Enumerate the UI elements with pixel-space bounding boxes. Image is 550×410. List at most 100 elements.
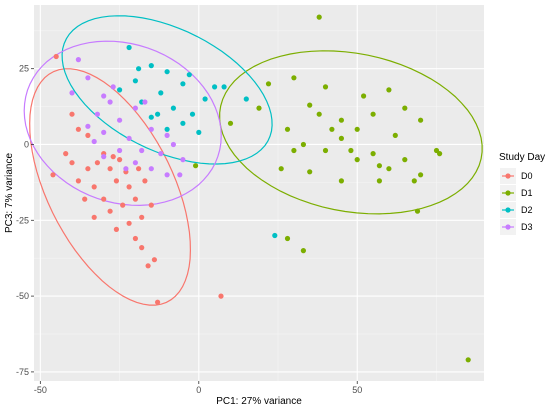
point-d0 — [117, 157, 123, 163]
point-d1 — [278, 166, 284, 172]
point-d0 — [82, 196, 88, 202]
point-d2 — [155, 111, 161, 117]
point-d0 — [107, 208, 113, 214]
point-d3 — [177, 172, 183, 178]
point-d1 — [376, 178, 382, 184]
x-tick-label: -50 — [34, 385, 47, 395]
legend: Study Day D0 D1 D2 D3 — [499, 152, 545, 235]
point-d0 — [155, 299, 161, 305]
point-d3 — [107, 99, 113, 105]
point-d0 — [151, 257, 157, 263]
point-d1 — [402, 105, 408, 111]
point-d3 — [75, 57, 81, 63]
point-d2 — [189, 111, 196, 117]
point-d0 — [126, 220, 132, 226]
point-d1 — [316, 111, 322, 117]
point-d3 — [148, 126, 154, 132]
legend-key-point — [505, 173, 511, 179]
point-d0 — [85, 166, 91, 172]
legend-key-point — [505, 207, 511, 213]
x-axis-title: PC1: 27% variance — [216, 396, 302, 407]
point-d3 — [69, 90, 75, 96]
point-d1 — [322, 84, 329, 90]
point-d2 — [186, 72, 192, 78]
point-d1 — [354, 157, 360, 163]
point-d2 — [158, 90, 164, 96]
point-d0 — [142, 178, 148, 184]
point-d1 — [411, 178, 417, 184]
point-d3 — [101, 154, 107, 160]
point-d1 — [300, 248, 306, 254]
ellipse-d0 — [29, 68, 192, 306]
legend-label-d2: D2 — [521, 205, 533, 215]
point-d1 — [291, 147, 297, 154]
plot-panel — [34, 5, 484, 381]
point-d3 — [170, 141, 176, 148]
point-d0 — [126, 184, 132, 190]
legend-key-point — [505, 190, 511, 196]
x-axis-ticks: -50 0 50 — [34, 381, 362, 395]
point-d1 — [338, 178, 344, 184]
point-d0 — [91, 184, 97, 190]
point-d1 — [354, 126, 360, 132]
y-axis-ticks: 25 0 -25 -50 -75 — [16, 64, 34, 377]
point-d0 — [113, 226, 119, 232]
point-d3 — [101, 129, 107, 135]
x-tick-label: 0 — [196, 385, 201, 395]
point-d1 — [402, 157, 408, 163]
point-d3 — [126, 135, 132, 141]
y-tick-label: 25 — [19, 64, 29, 74]
point-d2 — [196, 129, 202, 135]
point-d0 — [69, 160, 75, 166]
point-d1 — [338, 117, 344, 123]
point-d1 — [300, 141, 306, 148]
point-d1 — [437, 151, 443, 157]
point-d0 — [53, 53, 59, 60]
point-d1 — [414, 208, 421, 214]
grid-minor — [34, 5, 484, 381]
point-d0 — [50, 172, 56, 178]
point-d1 — [307, 102, 313, 108]
legend-key-point — [505, 224, 511, 230]
point-d1 — [193, 163, 199, 169]
point-d3 — [139, 147, 145, 154]
point-d0 — [139, 214, 145, 220]
point-d1 — [227, 120, 234, 126]
point-d0 — [91, 214, 97, 220]
point-d1 — [322, 147, 329, 154]
point-d1 — [338, 135, 344, 141]
point-d2 — [170, 105, 176, 111]
point-d2 — [180, 120, 186, 126]
point-d1 — [256, 105, 262, 111]
point-d3 — [142, 99, 148, 105]
point-d0 — [145, 263, 151, 269]
point-d3 — [164, 172, 170, 178]
point-d1 — [370, 111, 376, 117]
point-d3 — [117, 147, 123, 154]
point-d1 — [370, 151, 376, 157]
point-d0 — [148, 202, 154, 208]
point-d3 — [148, 166, 154, 172]
point-d3 — [91, 138, 97, 145]
point-d1 — [291, 75, 297, 81]
point-d2 — [221, 84, 227, 90]
point-d0 — [85, 132, 91, 138]
point-d1 — [386, 87, 392, 93]
point-d1 — [392, 132, 398, 138]
point-d3 — [164, 132, 170, 138]
point-d2 — [180, 81, 186, 87]
point-d0 — [69, 111, 75, 117]
point-d1 — [284, 235, 291, 242]
point-d3 — [85, 75, 91, 81]
y-tick-label: -25 — [16, 215, 29, 225]
point-d3 — [180, 157, 186, 163]
point-d2 — [148, 114, 154, 120]
point-d1 — [418, 172, 424, 178]
point-d3 — [110, 84, 116, 90]
point-d1 — [265, 81, 272, 87]
point-d2 — [117, 87, 123, 93]
ellipse-d3 — [23, 40, 222, 207]
point-d0 — [120, 202, 126, 208]
point-d3 — [85, 123, 91, 129]
point-d2 — [132, 78, 138, 84]
